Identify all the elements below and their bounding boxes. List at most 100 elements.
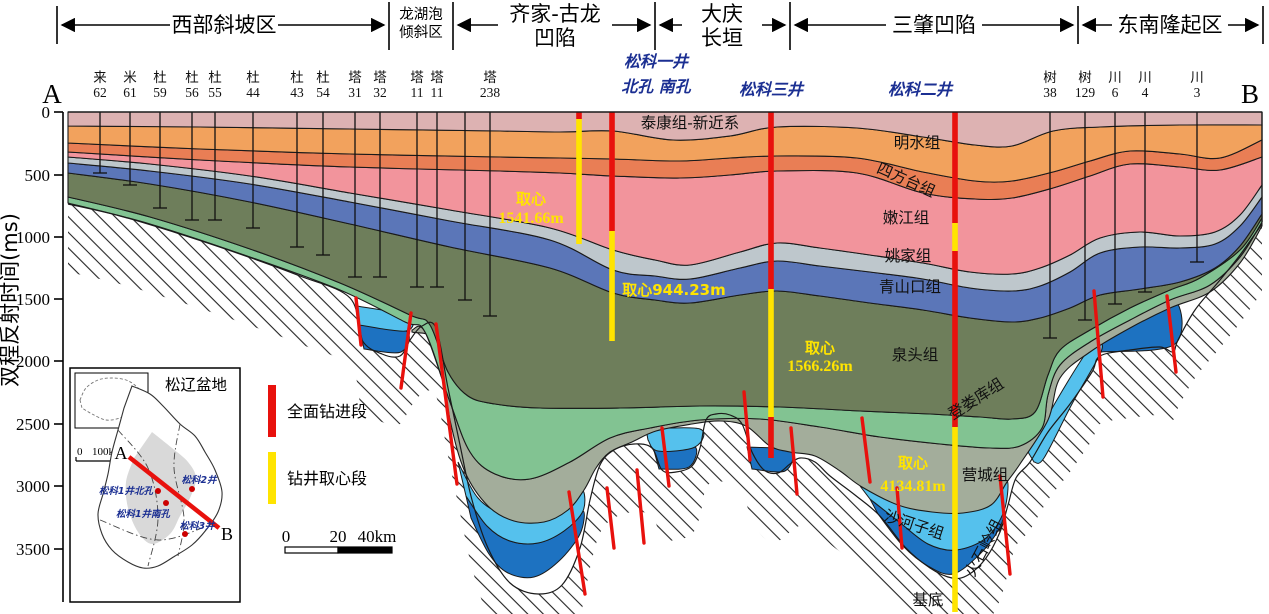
label-qingshankou: 青山口组 — [879, 278, 941, 296]
region-qijia-gulong-2: 凹陷 — [534, 26, 576, 50]
inset-well-dots — [155, 486, 195, 537]
inset-well-sk2: 松科2井 — [181, 474, 218, 486]
legend: 全面钻进段 钻井取心段 — [268, 385, 367, 504]
well-name-labels: 来62米61杜59杜56杜55杜44杜43杜54塔31塔32塔11塔11塔238… — [93, 70, 1204, 100]
core-depth-labels: 取心 1541.66m 取心944.23m 取心 1566.26m 取心 413… — [498, 190, 946, 495]
fault-line — [635, 468, 646, 545]
science-well-coring-segment — [952, 223, 958, 251]
well-name-char: 塔 — [373, 70, 387, 86]
label-basement: 基底 — [912, 591, 943, 609]
well-name-num: 62 — [93, 85, 107, 100]
core-sk1n-1: 取心 — [516, 190, 546, 208]
fault-line — [1092, 289, 1105, 399]
region-qijia-gulong-1: 齐家-古龙 — [509, 2, 601, 26]
well-name-num: 129 — [1075, 85, 1096, 100]
well-name-char: 杜 — [290, 70, 304, 86]
region-daqing-1: 大庆 — [701, 2, 743, 26]
legend-coring-swatch — [268, 452, 276, 504]
label-taikang: 泰康组-新近系 — [641, 114, 740, 132]
well-name-num: 11 — [411, 85, 424, 100]
label-mingshui: 明水组 — [894, 134, 941, 152]
fault-line — [860, 416, 872, 484]
fault-line — [434, 322, 459, 486]
ordinary-wells — [93, 112, 1204, 339]
well-name-char: 塔 — [348, 70, 362, 86]
strata-layers — [67, 111, 1263, 614]
core-sk3-1: 取心 — [805, 339, 835, 357]
y-tick-label: 1000 — [16, 228, 50, 247]
inset-map: 松辽盆地 0 100km A B 松科1井北孔 松科2井 松科1井南孔 松科3井 — [69, 367, 241, 603]
y-axis: 0 500 1000 1500 2000 2500 3000 3500 双程反射时间(ms) — [0, 103, 64, 602]
science-well-drilling-segment — [952, 251, 958, 427]
well-name-char: 来 — [93, 70, 107, 86]
region-west-slope: 西部斜坡区 — [172, 13, 277, 37]
science-well-drilling-segment — [576, 112, 582, 119]
well-name-num: 3 — [1194, 85, 1201, 100]
well-label-songke2: 松科二井 — [888, 80, 954, 99]
inset-well-sk1n: 松科1井北孔 — [99, 485, 154, 497]
fault-line — [895, 486, 904, 550]
well-name-num: 6 — [1112, 85, 1119, 100]
core-sk3-2: 1566.26m — [787, 358, 853, 375]
science-well-coring-segment — [768, 289, 774, 417]
well-label-songke3: 松科三井 — [739, 80, 805, 99]
well-name-char: 塔 — [410, 70, 424, 86]
science-well-drilling-segment — [768, 417, 774, 458]
core-sk2-2: 4134.81m — [880, 478, 946, 495]
faults — [354, 289, 1178, 596]
inset-b: B — [221, 524, 233, 544]
science-well-coring-segment — [576, 119, 582, 244]
well-name-char: 杜 — [316, 70, 330, 86]
region-daqing-2: 长垣 — [701, 26, 743, 50]
scale-40km: 40km — [358, 527, 397, 546]
well-name-char: 树 — [1043, 70, 1057, 86]
well-name-num: 238 — [480, 85, 501, 100]
core-sk2-1: 取心 — [898, 454, 928, 472]
well-name-num: 59 — [153, 85, 167, 100]
region-southeast-uplift: 东南隆起区 — [1118, 13, 1223, 37]
well-name-num: 31 — [348, 85, 362, 100]
science-well-coring-segment — [609, 231, 615, 341]
well-name-char: 杜 — [246, 70, 260, 86]
well-name-char: 杜 — [185, 70, 199, 86]
science-well-coring-segment — [952, 427, 958, 612]
region-sanzhao: 三肇凹陷 — [892, 13, 976, 37]
well-name-char: 杜 — [153, 70, 167, 86]
legend-coring-label: 钻井取心段 — [287, 469, 367, 488]
y-tick-label: 2000 — [16, 352, 50, 371]
label-quantou: 泉头组 — [892, 346, 939, 364]
inset-well-sk1s: 松科1井南孔 — [116, 508, 171, 520]
region-header — [56, 2, 1264, 50]
inset-well-sk3: 松科3井 — [179, 520, 216, 532]
inset-a: A — [115, 443, 128, 463]
y-tick-label: 1500 — [16, 290, 50, 309]
well-name-char: 杜 — [208, 70, 222, 86]
science-well-drilling-segment — [768, 112, 774, 289]
science-well-drilling-segment — [609, 112, 615, 231]
well-name-num: 38 — [1043, 85, 1057, 100]
well-name-num: 11 — [431, 85, 444, 100]
legend-full-drilling-label: 全面钻进段 — [287, 402, 367, 421]
y-tick-label: 0 — [42, 103, 51, 122]
fault-line — [742, 390, 752, 462]
well-name-num: 44 — [246, 85, 260, 100]
inset-ab-line — [127, 455, 221, 530]
basement-top-line — [67, 203, 1263, 595]
science-well-drilling-segment — [952, 112, 958, 223]
well-label-songke1: 松科一井 — [624, 52, 690, 71]
fault-line — [660, 426, 671, 488]
well-label-songke1-holes: 北孔 南孔 — [621, 77, 692, 96]
well-name-char: 米 — [123, 70, 137, 86]
well-name-char: 川 — [1138, 70, 1152, 86]
well-name-char: 塔 — [430, 70, 444, 86]
scale-bar: 0 20 40km — [282, 527, 397, 554]
scientific-well-labels: 松科一井 北孔 南孔 松科三井 松科二井 — [621, 52, 954, 99]
label-yaojia: 姚家组 — [885, 247, 932, 265]
well-name-num: 54 — [316, 85, 330, 100]
inset-scale-0: 0 — [77, 446, 83, 458]
well-name-num: 55 — [208, 85, 222, 100]
fault-line — [567, 490, 587, 596]
well-name-num: 4 — [1142, 85, 1149, 100]
endpoint-b: B — [1241, 79, 1259, 109]
